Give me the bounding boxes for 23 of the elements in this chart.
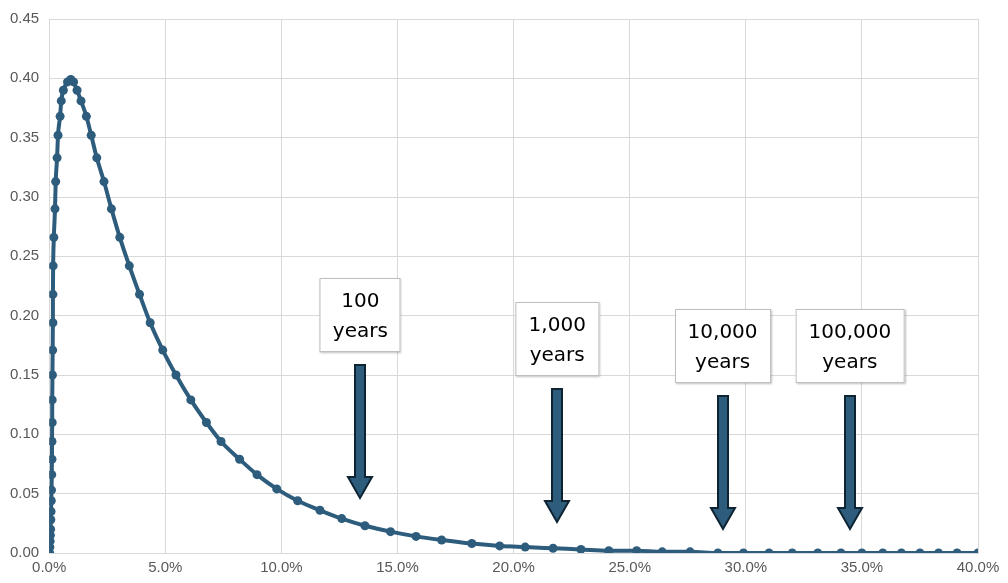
annotation: 100 years	[319, 278, 401, 353]
x-tick-label: 0.0%	[32, 558, 67, 576]
y-tick-label: 0.20	[9, 305, 40, 323]
y-tick-label: 0.15	[9, 365, 40, 383]
y-tick-label: 0.10	[9, 424, 40, 442]
x-tick-label: 5.0%	[148, 558, 183, 576]
y-tick-label: 0.25	[9, 246, 40, 264]
x-tick-label: 30.0%	[724, 558, 768, 576]
x-tick-label: 25.0%	[608, 558, 651, 576]
y-tick-label: 0.40	[9, 68, 40, 86]
x-tick-label: 15.0%	[376, 558, 419, 576]
annotation: 100,000 years	[795, 308, 905, 383]
y-tick-label: 0.30	[9, 187, 40, 205]
x-tick-label: 35.0%	[840, 558, 884, 576]
x-tick-label: 10.0%	[260, 558, 303, 576]
x-tick-label: 40.0%	[956, 558, 1000, 576]
y-tick-label: 0.35	[9, 127, 40, 145]
y-tick-label: 0.45	[9, 9, 40, 27]
y-tick-label: 0.00	[9, 543, 40, 561]
y-tick-label: 0.05	[9, 483, 40, 501]
x-tick-label: 20.0%	[492, 558, 535, 576]
annotation: 10,000 years	[674, 308, 771, 383]
annotation: 1,000 years	[515, 302, 599, 377]
